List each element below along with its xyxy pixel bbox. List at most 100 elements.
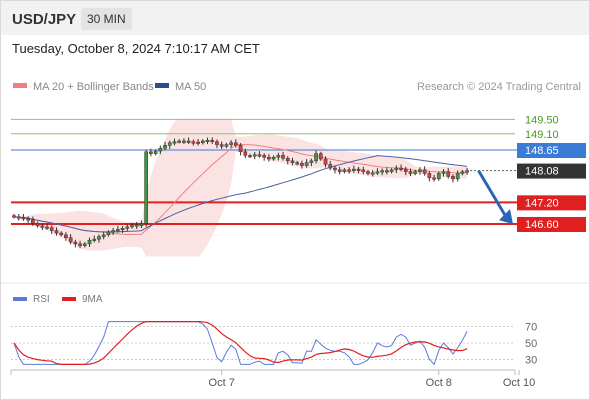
candle-body [248,155,252,158]
price-panel: 149.50 149.10 148.65 147.20 146.60 148.08 [11,114,586,257]
candle-body [323,158,328,165]
x-tick-label-0: Oct 7 [209,377,235,389]
candle-body [427,173,432,179]
legend-label-ma20: MA 20 + Bollinger Bands [33,81,154,93]
candle-body [271,156,276,160]
candle-body [16,216,21,219]
candle-body [243,151,248,156]
timestamp: Tuesday, October 8, 2024 7:10:17 AM CET [12,41,260,56]
candle-body [78,243,82,246]
candle-body [49,227,54,231]
candle-body [418,169,422,172]
candle-body [441,171,446,174]
candle-body [389,169,394,172]
candle-body [366,171,370,174]
forecast-arrow-head [499,209,513,225]
legend-swatch-rsi [13,297,27,301]
candle-body [267,156,271,160]
candle-body [149,151,153,154]
candle-body [139,223,144,227]
support-label-4: 146.60 [525,219,559,231]
support-tag-4 [517,217,586,232]
support-label-3: 147.20 [525,197,559,209]
last-price-label: 148.08 [525,166,559,178]
rsi-line [13,321,468,366]
candle-body [403,168,408,172]
candle-body [394,167,399,171]
candle-body [177,140,182,143]
candle-body [59,232,64,236]
candle-body [12,215,16,218]
candle-body [333,167,337,171]
candle-body [304,162,309,166]
x-tick-label-1: Oct 8 [426,377,452,389]
candle-body [309,160,314,163]
candle-body [186,140,191,143]
candle-body [370,172,375,175]
candle-body [465,170,469,173]
candle-body [97,236,101,240]
candle-body [68,237,73,243]
candle-body [73,241,78,245]
candle-body [106,231,111,236]
candle-body [130,224,134,228]
candle-body [285,158,290,162]
candle-body [436,173,441,180]
candle-body [290,160,295,163]
candle-body [432,177,436,180]
title-bar: USD/JPY 30 MIN [1,1,589,35]
candle-body [356,168,361,171]
candle-body [257,154,262,157]
bollinger-band [14,119,468,257]
candle-body [337,169,342,172]
candle-body [347,169,351,172]
resistance-label-0: 149.50 [525,114,559,126]
candle-body [451,176,455,180]
candle-body [92,238,97,241]
legend-swatch-ma50 [155,83,169,88]
legend-swatch-ma20 [13,83,27,88]
candle-body [300,163,304,166]
candle-body [318,153,323,160]
timeframe-badge[interactable]: 30 MIN [81,8,132,30]
candle-body [351,168,356,171]
candle-body [115,229,120,232]
forecast-arrow-shaft [477,170,507,217]
candle-body [262,155,267,158]
candle-body [314,153,318,162]
last-price-tag [517,163,586,179]
candle-body [111,230,115,233]
candle-body [64,234,68,238]
candle-body [385,170,389,173]
candle-body [361,169,366,172]
candle-body [375,171,380,174]
candle-body [422,169,427,174]
candle-body [455,173,460,180]
symbol-title: USD/JPY [12,11,77,28]
candle-body [399,167,403,170]
credit-text: Research © 2024 Trading Central [417,81,581,93]
rsi-panel: 70 50 30 [11,321,537,367]
candle-body [252,154,257,157]
candle-body [196,141,200,144]
candle-body [125,226,130,229]
candle-body [167,142,172,146]
candle-body [281,155,285,159]
candle-body [408,171,413,174]
legend-swatch-9ma [62,297,76,301]
candle-body [200,140,205,144]
candle-body [163,145,167,149]
candle-body [182,140,186,143]
legend-label-9ma: 9MA [82,294,103,305]
candle-body [224,144,229,147]
rsi-tick-1: 50 [525,338,537,350]
legend-label-rsi: RSI [33,294,50,305]
candle-body [295,162,300,165]
candle-body [460,171,465,174]
candle-body [342,169,347,172]
candle-body [82,243,87,246]
candle-body [413,171,418,174]
x-axis: Oct 7 Oct 8 Oct 10 [209,370,535,389]
candle-body [120,228,125,231]
